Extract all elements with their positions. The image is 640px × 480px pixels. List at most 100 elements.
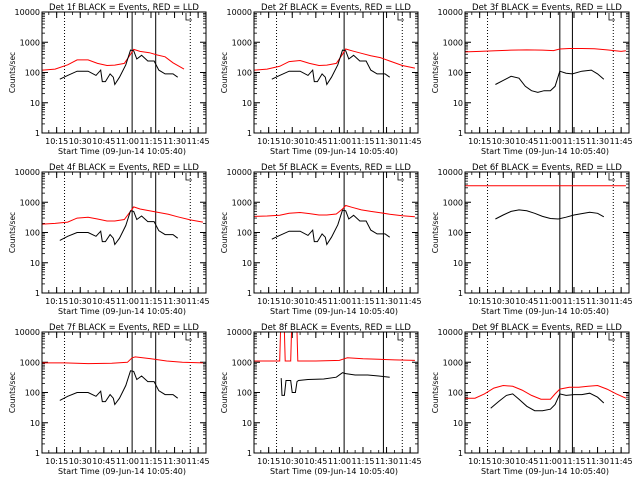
x-tick-label: 10:45 (515, 137, 538, 146)
x-axis-label: Start Time (09-Jun-14 10:05:40) (270, 307, 398, 316)
x-tick-label: 10:45 (304, 457, 327, 466)
y-tick-label: 10 (242, 419, 252, 428)
y-tick-label: 100 (25, 69, 40, 78)
x-tick-label: 10:30 (281, 137, 304, 146)
bracket-mark (185, 13, 192, 21)
panel-9: 1 10 100 1000 10000 10:15 10:30 10:45 11:00 11:15… (431, 323, 633, 476)
y-tick-label: 10 (453, 259, 463, 268)
y-tick-label: 1000 (443, 38, 463, 47)
y-tick-label: 10 (453, 99, 463, 108)
y-tick-label: 100 (237, 69, 252, 78)
lld-series-line (254, 48, 416, 71)
x-tick-label: 11:00 (116, 137, 139, 146)
y-axis-label: Counts/sec (220, 372, 229, 413)
y-tick-label: 10000 (15, 328, 40, 337)
x-tick-label: 10:45 (92, 297, 115, 306)
y-axis-label: Counts/sec (431, 372, 440, 413)
events-series-line (59, 210, 179, 246)
y-tick-label: 10000 (438, 168, 463, 177)
events-series-line (280, 372, 390, 396)
y-tick-label: 10000 (15, 168, 40, 177)
x-axis-label: Start Time (09-Jun-14 10:05:40) (58, 467, 186, 476)
y-tick-label: 1000 (20, 198, 40, 207)
y-tick-label: 10 (453, 419, 463, 428)
x-tick-label: 11:45 (610, 297, 633, 306)
bracket-mark (608, 173, 615, 181)
events-series-line (495, 209, 605, 220)
lld-series-line (254, 332, 415, 362)
y-tick-label: 1000 (20, 358, 40, 367)
y-axis-label: Counts/sec (220, 52, 229, 93)
plot-frame (41, 11, 207, 134)
y-tick-label: 10 (242, 259, 252, 268)
x-tick-label: 11:45 (187, 297, 210, 306)
y-tick-label: 10000 (438, 8, 463, 17)
x-tick-label: 11:15 (562, 457, 585, 466)
x-tick-label: 10:30 (69, 137, 92, 146)
panel-6: 1 10 100 1000 10000 10:15 10:30 10:45 11:00 11:15… (431, 163, 633, 316)
events-series-line (59, 49, 178, 86)
plot-frame (464, 331, 630, 454)
x-tick-label: 10:15 (468, 297, 491, 306)
x-tick-label: 10:30 (281, 297, 304, 306)
x-tick-label: 11:15 (351, 137, 374, 146)
y-tick-label: 1000 (443, 358, 463, 367)
x-axis-label: Start Time (09-Jun-14 10:05:40) (58, 147, 186, 156)
y-tick-label: 10000 (227, 328, 252, 337)
x-tick-label: 10:45 (515, 457, 538, 466)
x-tick-label: 10:15 (257, 457, 280, 466)
y-tick-label: 100 (237, 389, 252, 398)
panel-title: Det 4f BLACK = Events, RED = LLD (49, 163, 199, 173)
x-tick-label: 11:30 (375, 457, 398, 466)
plot-frame (464, 11, 630, 134)
lld-series-line (465, 48, 626, 53)
x-tick-label: 11:45 (610, 137, 633, 146)
y-tick-label: 1000 (232, 358, 252, 367)
plot-frame (41, 171, 207, 294)
x-tick-label: 11:45 (610, 457, 633, 466)
y-tick-label: 100 (25, 229, 40, 238)
x-axis-label: Start Time (09-Jun-14 10:05:40) (481, 307, 609, 316)
y-tick-label: 100 (448, 69, 463, 78)
x-tick-label: 11:30 (163, 297, 186, 306)
lld-series-line (42, 48, 185, 71)
plot-frame (253, 171, 419, 294)
x-tick-label: 11:45 (399, 137, 422, 146)
panel-title: Det 8f BLACK = Events, RED = LLD (261, 323, 411, 333)
x-tick-label: 10:15 (45, 297, 68, 306)
x-tick-label: 11:30 (163, 137, 186, 146)
panel-title: Det 5f BLACK = Events, RED = LLD (261, 163, 411, 173)
events-series-line (271, 49, 390, 86)
x-tick-label: 10:45 (515, 297, 538, 306)
y-tick-label: 10 (30, 259, 40, 268)
x-tick-label: 10:30 (492, 137, 515, 146)
events-series-line (490, 392, 605, 412)
panel-3: 1 10 100 1000 10000 10:15 10:30 10:45 11:00 11:15… (431, 3, 633, 156)
y-axis-label: Counts/sec (8, 212, 17, 253)
bracket-mark (397, 173, 404, 181)
x-tick-label: 11:15 (562, 297, 585, 306)
x-tick-label: 11:00 (328, 137, 351, 146)
x-tick-label: 11:30 (375, 137, 398, 146)
events-series-line (271, 209, 390, 246)
x-tick-label: 11:00 (116, 457, 139, 466)
panel-4: 1 10 100 1000 10000 10:15 10:30 10:45 11:00 11:15… (8, 163, 210, 316)
x-tick-label: 11:15 (562, 137, 585, 146)
x-tick-label: 11:00 (116, 297, 139, 306)
x-tick-label: 11:15 (139, 297, 162, 306)
panel-1: 1 10 100 1000 10000 10:15 10:30 10:45 11:00 11:15… (8, 3, 210, 156)
y-tick-label: 100 (25, 389, 40, 398)
y-tick-label: 1000 (232, 38, 252, 47)
y-tick-label: 1000 (443, 198, 463, 207)
panel-title: Det 9f BLACK = Events, RED = LLD (472, 323, 622, 333)
y-tick-label: 1 (458, 289, 463, 298)
panel-7: 1 10 100 1000 10000 10:15 10:30 10:45 11:00 11:15… (8, 323, 210, 476)
x-tick-label: 10:15 (468, 137, 491, 146)
x-tick-label: 11:15 (351, 457, 374, 466)
lld-series-line (42, 206, 203, 225)
y-tick-label: 1 (247, 289, 252, 298)
y-tick-label: 10000 (15, 8, 40, 17)
bracket-mark (608, 333, 615, 341)
